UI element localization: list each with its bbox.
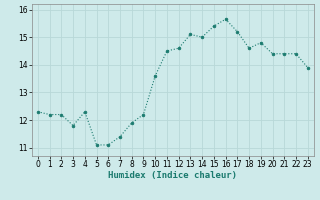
X-axis label: Humidex (Indice chaleur): Humidex (Indice chaleur) bbox=[108, 171, 237, 180]
